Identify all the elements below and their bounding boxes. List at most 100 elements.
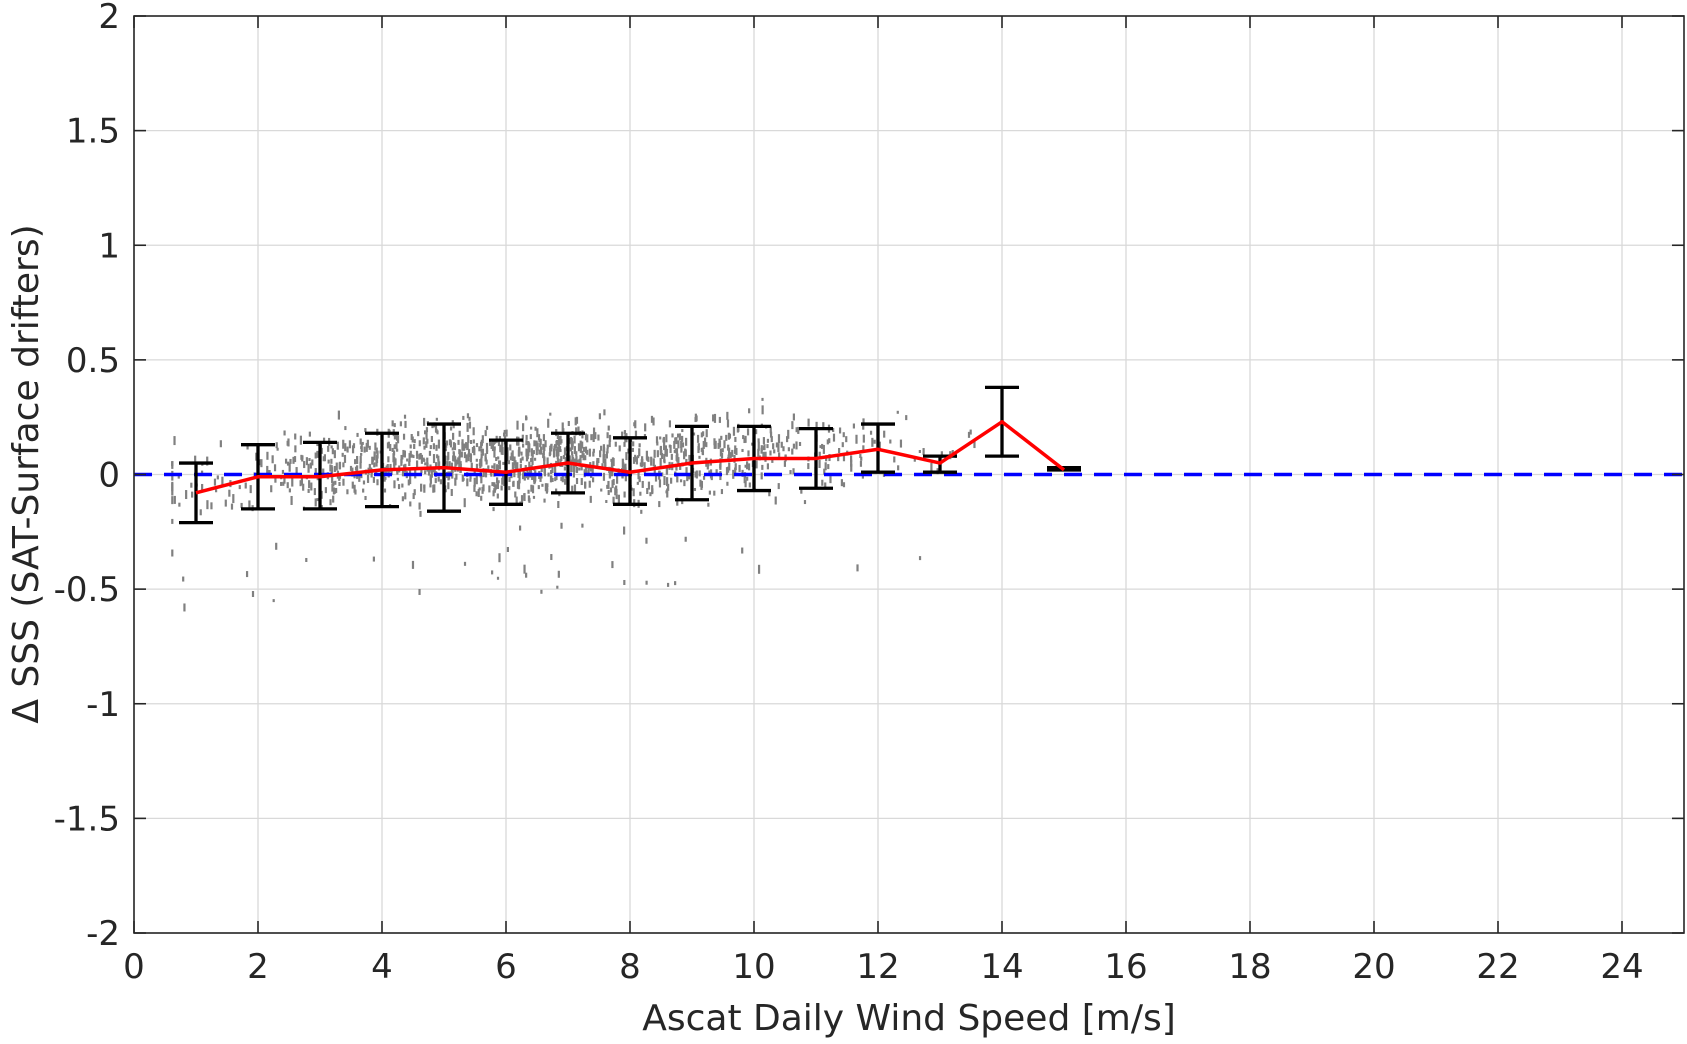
- scatter-point: [822, 422, 825, 428]
- scatter-point: [623, 491, 626, 498]
- scatter-point: [575, 451, 578, 457]
- scatter-point: [333, 489, 337, 494]
- scatter-point: [522, 423, 525, 432]
- scatter-point: [581, 441, 584, 449]
- scatter-point: [511, 456, 514, 462]
- scatter-point: [873, 439, 876, 444]
- y-tick-label: 2: [98, 0, 120, 37]
- scatter-point: [666, 488, 669, 498]
- scatter-point: [481, 435, 484, 441]
- scatter-point: [453, 455, 456, 462]
- scatter-point: [289, 458, 292, 464]
- scatter-point: [478, 462, 482, 466]
- scatter-point: [698, 455, 701, 459]
- scatter-point: [495, 456, 498, 461]
- scatter-point: [556, 585, 559, 589]
- scatter-point: [430, 469, 433, 478]
- scatter-point: [415, 460, 419, 469]
- scatter-point: [232, 494, 235, 504]
- scatter-point: [680, 446, 683, 453]
- scatter-point: [646, 488, 649, 495]
- scatter-point: [592, 427, 596, 436]
- scatter-point: [549, 412, 552, 416]
- scatter-point: [967, 431, 971, 438]
- scatter-point: [368, 463, 371, 471]
- scatter-point: [276, 447, 279, 451]
- scatter-point: [477, 489, 480, 498]
- scatter-point: [337, 410, 340, 420]
- scatter-point: [695, 415, 698, 422]
- x-tick-label: 14: [980, 947, 1023, 987]
- scatter-point: [445, 442, 448, 448]
- scatter-point: [498, 553, 501, 563]
- scatter-point: [679, 463, 682, 470]
- scatter-point: [840, 479, 844, 487]
- scatter-point: [560, 439, 563, 444]
- scatter-point: [284, 458, 288, 464]
- x-tick-label: 24: [1600, 947, 1643, 987]
- scatter-point: [497, 464, 500, 469]
- x-axis-label: Ascat Daily Wind Speed [m/s]: [642, 998, 1176, 1039]
- scatter-point: [617, 494, 620, 504]
- scatter-point: [713, 490, 716, 496]
- scatter-point: [641, 456, 644, 461]
- scatter-point: [488, 485, 491, 493]
- scatter-point: [555, 448, 558, 457]
- scatter-point: [634, 430, 638, 440]
- scatter-point: [612, 458, 615, 467]
- scatter-point: [310, 482, 313, 491]
- scatter-point: [391, 420, 394, 427]
- scatter-point: [496, 477, 499, 484]
- scatter-point: [563, 447, 567, 456]
- scatter-point: [292, 456, 295, 464]
- scatter-point: [771, 458, 774, 463]
- scatter-point: [330, 458, 333, 464]
- scatter-point: [550, 469, 553, 474]
- scatter-point: [637, 471, 640, 480]
- scatter-point: [773, 449, 776, 454]
- scatter-point: [602, 449, 605, 455]
- scatter-point: [560, 456, 563, 462]
- scatter-point: [493, 488, 496, 493]
- scatter-point: [762, 446, 766, 451]
- scatter-point: [607, 490, 610, 496]
- scatter-point: [353, 484, 356, 493]
- x-tick-label: 4: [371, 947, 393, 987]
- scatter-point: [709, 474, 713, 479]
- scatter-point: [797, 426, 800, 434]
- scatter-point: [611, 480, 614, 489]
- scatter-point: [607, 425, 610, 431]
- scatter-point: [734, 445, 737, 453]
- scatter-point: [702, 440, 705, 449]
- scatter-point: [293, 456, 297, 463]
- scatter-point: [837, 456, 840, 462]
- scatter-point: [485, 449, 489, 454]
- scatter-point: [356, 455, 359, 464]
- scatter-point: [787, 429, 790, 439]
- scatter-point: [568, 455, 571, 464]
- scatter-point: [366, 474, 370, 483]
- scatter-point: [621, 431, 624, 439]
- scatter-point: [792, 468, 795, 475]
- scatter-point: [746, 428, 750, 436]
- scatter-point: [450, 488, 453, 496]
- scatter-point: [757, 448, 760, 457]
- scatter-point: [675, 448, 679, 458]
- scatter-point: [591, 477, 595, 483]
- scatter-point: [683, 451, 686, 460]
- scatter-point: [392, 455, 395, 463]
- scatter-point: [374, 442, 377, 451]
- scatter-point: [575, 427, 578, 436]
- scatter-point: [413, 443, 416, 449]
- scatter-point: [570, 464, 573, 473]
- scatter-point: [723, 440, 726, 449]
- scatter-point: [295, 467, 298, 476]
- scatter-point: [417, 431, 420, 437]
- scatter-point: [496, 464, 499, 471]
- scatter-point: [418, 453, 421, 460]
- scatter-point: [458, 430, 461, 437]
- scatter-point: [402, 449, 405, 457]
- scatter-point: [660, 453, 664, 460]
- scatter-point: [356, 473, 359, 479]
